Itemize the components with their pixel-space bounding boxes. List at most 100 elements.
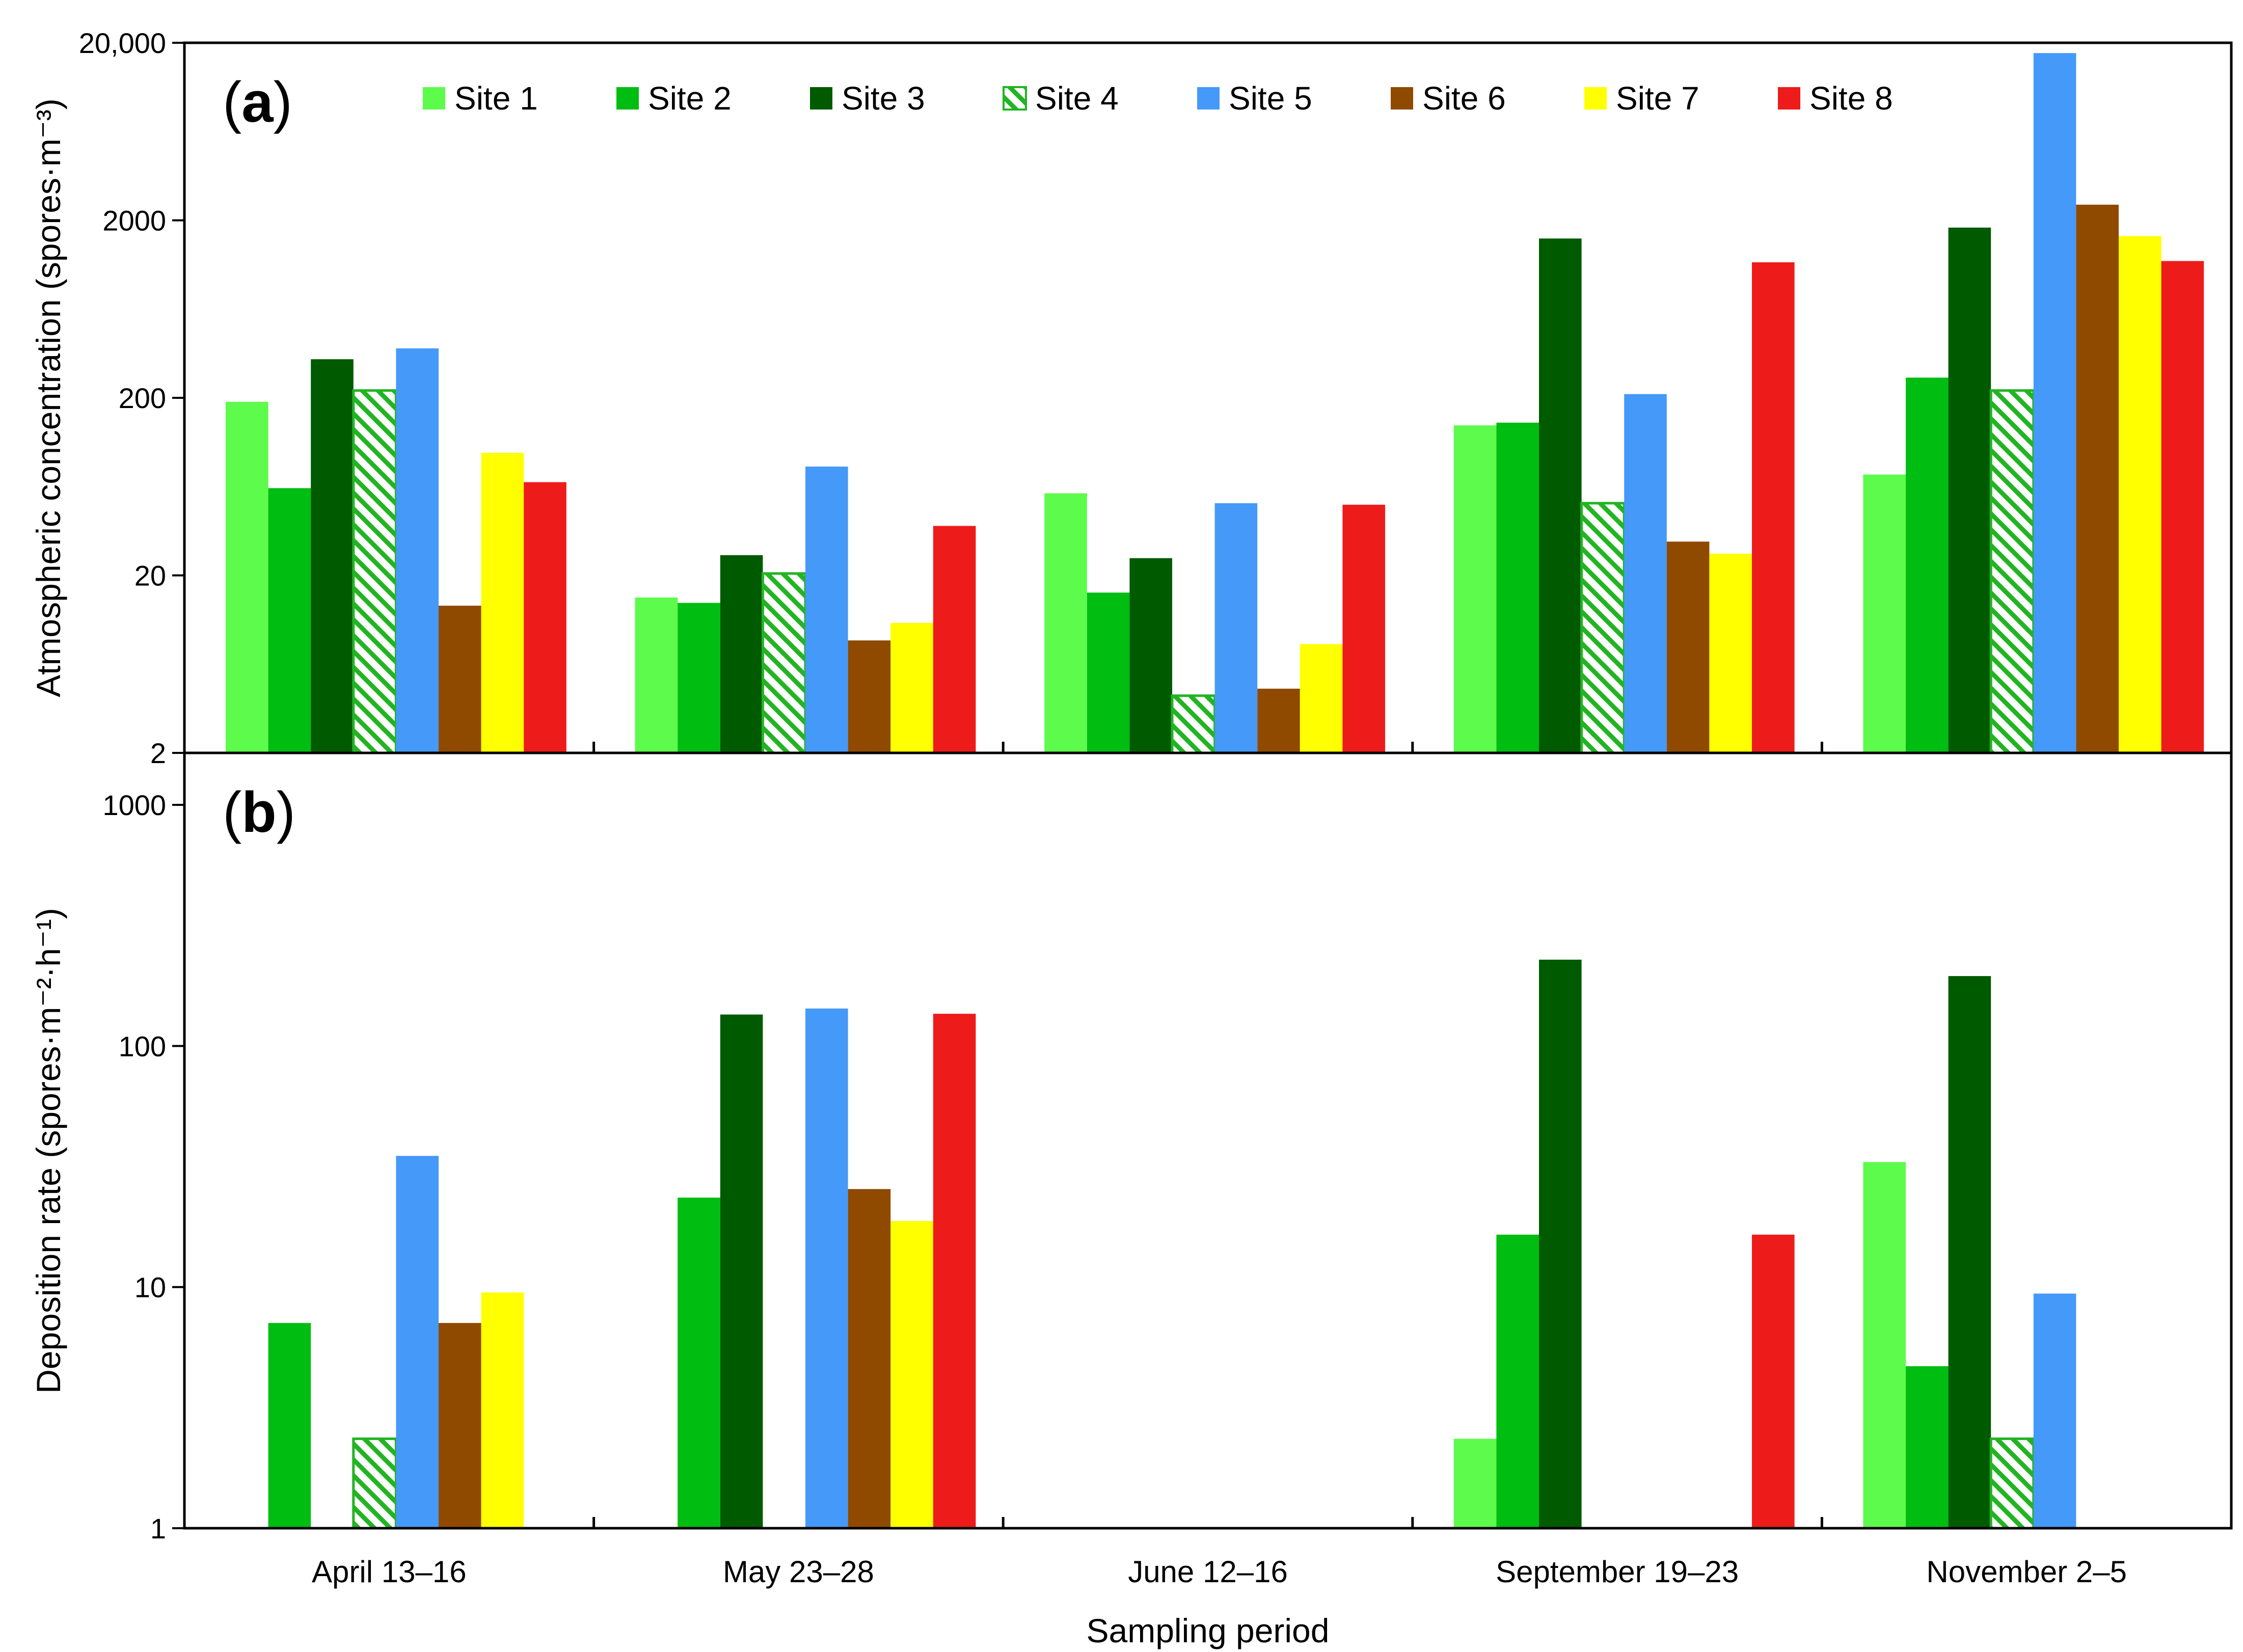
bar-b-site2-cat2: [678, 1198, 720, 1528]
bar-a-site1-cat3: [1044, 493, 1087, 753]
axes-layer: [172, 41, 2233, 1530]
category-label-2: May 23–28: [723, 1555, 874, 1589]
legend-label-site3: Site 3: [842, 80, 925, 117]
legend-label-site7: Site 7: [1616, 80, 1699, 117]
legend-label-site5: Site 5: [1229, 80, 1312, 117]
bar-a-site8-cat2: [933, 526, 976, 753]
legend-swatch-site4: [1003, 86, 1027, 111]
bar-a-site5-cat2: [805, 466, 848, 753]
bar-a-site7-cat5: [2119, 236, 2161, 753]
legend-swatch-site7: [1584, 87, 1607, 110]
category-label-5: November 2–5: [1926, 1555, 2127, 1589]
panel-label-letter-b: b: [241, 780, 276, 844]
bar-a-site7-cat3: [1300, 644, 1343, 753]
y-tick-label-b-100: 100: [119, 1030, 166, 1062]
bar-a-site4-cat2: [761, 572, 807, 754]
bar-a-site6-cat2: [848, 640, 891, 753]
bar-b-site3-cat2: [720, 1014, 763, 1528]
legend-swatch-site5: [1197, 87, 1220, 110]
bar-a-site4-cat5: [1989, 389, 2035, 754]
bar-a-site4-cat3: [1171, 694, 1217, 754]
bar-a-site3-cat1: [311, 359, 354, 753]
bar-b-site8-cat4: [1752, 1234, 1795, 1528]
panel-label-letter-a: a: [241, 70, 274, 134]
category-label-3: June 12–16: [1128, 1555, 1288, 1589]
y-tick-label-a-20,000: 20,000: [79, 27, 166, 59]
y-axis-title-b: Deposition rate (spores·m⁻²·h⁻¹): [30, 908, 67, 1394]
bar-a-site2-cat3: [1087, 592, 1130, 753]
bar-a-site6-cat1: [439, 606, 481, 753]
panel-label-close-a: ): [274, 70, 292, 134]
bar-a-site2-cat1: [268, 488, 311, 753]
y-tick-label-a-20: 20: [134, 560, 166, 592]
bar-a-site7-cat1: [481, 453, 524, 753]
legend: Site 1 Site 2 Site 3 Site 4 Site 5 Site 6 Site…: [423, 80, 1893, 117]
bar-a-site7-cat2: [890, 622, 933, 753]
bar-b-site5-cat1: [396, 1156, 439, 1528]
category-label-4: September 19–23: [1496, 1555, 1739, 1589]
bar-a-site4-cat4: [1580, 502, 1626, 754]
y-tick-label-a-2: 2: [150, 737, 166, 769]
bar-a-site5-cat5: [2033, 53, 2076, 753]
bar-a-site3-cat4: [1539, 238, 1582, 753]
legend-label-site2: Site 2: [648, 80, 732, 117]
bar-a-site5-cat3: [1214, 503, 1258, 753]
legend-swatch-site1: [423, 87, 445, 110]
bar-a-site1-cat4: [1453, 425, 1497, 753]
bar-b-site6-cat2: [848, 1189, 891, 1528]
bar-b-site7-cat1: [481, 1292, 524, 1528]
legend-label-site4: Site 4: [1035, 80, 1119, 117]
legend-swatch-site6: [1391, 87, 1413, 110]
bar-a-site1-cat2: [635, 598, 678, 753]
bar-b-site3-cat4: [1539, 959, 1582, 1528]
bar-a-site5-cat4: [1624, 394, 1667, 753]
y-tick-label-b-1000: 1000: [102, 789, 166, 821]
bars-layer: [226, 53, 2204, 1530]
bar-b-site2-cat5: [1906, 1366, 1949, 1528]
bar-a-site8-cat5: [2161, 261, 2204, 753]
bar-b-site5-cat5: [2033, 1293, 2076, 1528]
panel-label-close-b: ): [277, 780, 295, 844]
bar-a-site2-cat4: [1496, 422, 1539, 753]
bar-b-site4-cat5: [1989, 1437, 2035, 1530]
y-tick-label-a-2000: 2000: [102, 205, 166, 237]
legend-label-site1: Site 1: [454, 80, 538, 117]
bar-b-site8-cat2: [933, 1014, 976, 1528]
panel-label-open-b: (: [223, 780, 241, 844]
legend-label-site8: Site 8: [1809, 80, 1893, 117]
bar-b-site7-cat2: [890, 1221, 933, 1528]
bar-a-site5-cat1: [396, 348, 439, 753]
y-tick-label-b-10: 10: [134, 1271, 166, 1304]
panel-label-b: (b): [223, 780, 295, 844]
x-axis-title: Sampling period: [1087, 1612, 1330, 1649]
panel-label-a: (a): [223, 70, 292, 134]
bar-b-site2-cat4: [1496, 1234, 1539, 1528]
bar-a-site6-cat4: [1666, 541, 1710, 753]
bar-a-site8-cat3: [1342, 504, 1385, 753]
legend-swatch-site2: [616, 87, 639, 110]
bar-a-site3-cat3: [1129, 558, 1172, 753]
bar-a-site6-cat5: [2076, 204, 2119, 753]
y-tick-label-a-200: 200: [119, 382, 166, 414]
bar-a-site8-cat4: [1752, 262, 1795, 753]
bar-a-site7-cat4: [1709, 553, 1752, 753]
bar-a-site8-cat1: [524, 482, 566, 753]
bar-a-site3-cat2: [720, 555, 763, 753]
bar-a-site2-cat2: [678, 603, 720, 753]
bar-a-site2-cat5: [1906, 377, 1949, 753]
bar-b-site6-cat1: [439, 1323, 481, 1528]
bar-b-site1-cat4: [1453, 1439, 1497, 1528]
y-axis-title-a: Atmospheric concentration (spores·m⁻³): [30, 98, 67, 697]
panel-label-open-a: (: [223, 70, 241, 134]
bar-b-site4-cat1: [352, 1437, 397, 1530]
bar-a-site4-cat1: [352, 389, 397, 754]
bar-a-site1-cat5: [1863, 474, 1906, 753]
bar-a-site1-cat1: [226, 401, 268, 753]
plot-frame: [183, 41, 2233, 1530]
bar-a-site3-cat5: [1948, 227, 1991, 753]
legend-swatch-site3: [810, 87, 832, 110]
bar-b-site1-cat5: [1863, 1162, 1906, 1528]
y-tick-label-b-1: 1: [150, 1512, 166, 1545]
